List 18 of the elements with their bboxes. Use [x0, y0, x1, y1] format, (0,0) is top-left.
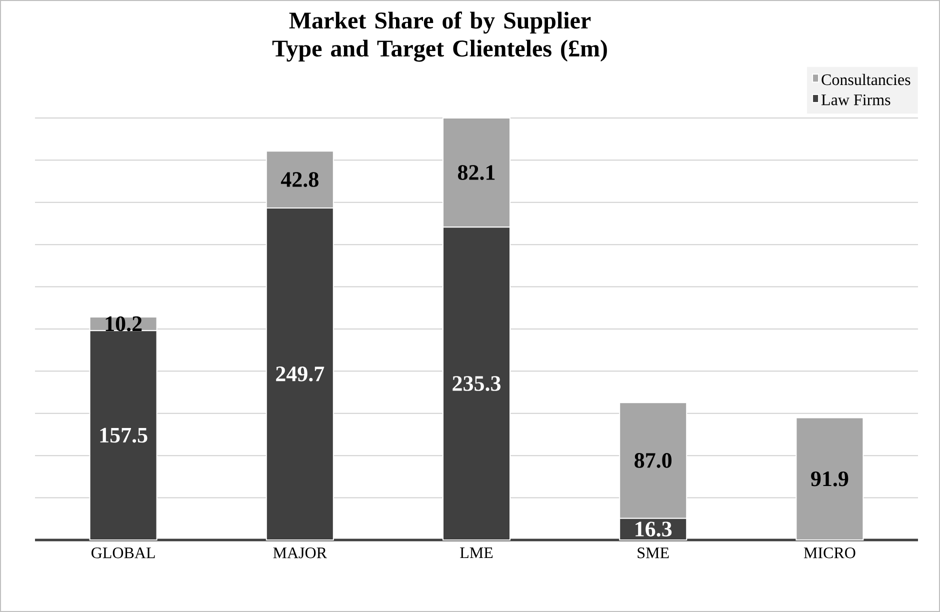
bar — [796, 417, 864, 540]
data-label: 157.5 — [100, 428, 148, 443]
data-label: 87.0 — [634, 453, 672, 468]
data-label: 82.1 — [458, 165, 495, 180]
data-label: 91.9 — [811, 471, 848, 486]
data-label: 235.3 — [452, 376, 501, 392]
x-tick-label: GLOBAL — [92, 548, 155, 558]
x-tick-label: SME — [638, 548, 669, 558]
legend-label: Consultancies — [822, 74, 910, 86]
x-tick-label: MAJOR — [273, 548, 327, 558]
legend-label: Law Firms — [821, 94, 890, 106]
x-tick-label: MICRO — [804, 548, 856, 558]
chart-title: Market Share of by Supplier Type and Target Clienteles (£m) — [272, 12, 607, 62]
data-label: 249.7 — [276, 366, 324, 382]
data-label: 42.8 — [280, 172, 318, 188]
data-label: 16.3 — [636, 522, 672, 537]
x-tick-label: LME — [460, 548, 493, 558]
data-label: 10.2 — [106, 316, 142, 332]
